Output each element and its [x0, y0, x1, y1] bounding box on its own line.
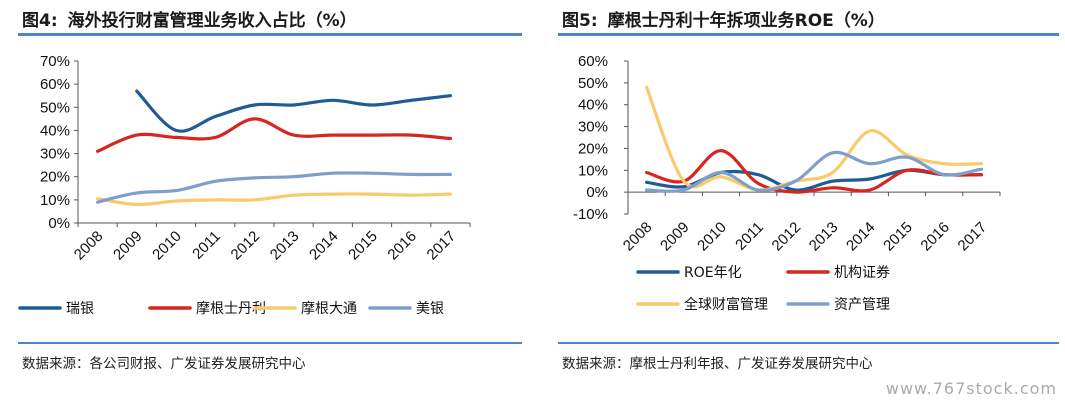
series-line-瑞银 [135, 89, 452, 133]
figure-5-number: 图5: [562, 11, 598, 31]
x-tick-label: 2008 [620, 219, 656, 255]
y-tick-label: 20% [578, 140, 608, 157]
y-tick-label: 50% [578, 75, 608, 92]
legend-label: 全球财富管理 [684, 296, 768, 313]
x-tick-label: 2015 [880, 219, 916, 255]
figure-5-panel: 图5: 摩根士丹利十年拆项业务ROE（%） -10% 0% 10% 20% 30% 40% 5… [540, 0, 1065, 402]
y-tick-label: 50% [40, 99, 70, 116]
y-tick-label: 30% [40, 146, 70, 163]
x-tick-label: 2016 [384, 228, 420, 264]
x-tick-label: 2012 [769, 219, 805, 255]
x-tick-label: 2017 [424, 228, 460, 264]
y-tick-label: 60% [578, 53, 608, 70]
series-line-全球财富管理 [645, 85, 983, 192]
legend-label: 资产管理 [834, 297, 890, 313]
y-tick-label: 30% [578, 119, 608, 136]
figure-4-title-text: 海外投行财富管理业务收入占比（%） [67, 11, 357, 31]
y-tick-label: 70% [40, 53, 70, 70]
x-tick-label: 2011 [189, 228, 224, 263]
series-line-机构证券 [645, 148, 983, 194]
legend-label: 摩根大通 [301, 300, 357, 317]
legend-label: 摩根士丹利 [196, 300, 266, 317]
series-line-摩根大通 [96, 192, 452, 207]
legend-label: ROE年化 [684, 265, 742, 281]
x-tick-label: 2010 [149, 228, 185, 264]
x-tick-label: 2009 [110, 228, 146, 264]
y-tick-label: 10% [40, 192, 70, 209]
x-tick-label: 2017 [955, 219, 991, 255]
y-tick-label: 40% [40, 122, 70, 139]
legend-label: 机构证券 [834, 265, 890, 281]
figure-5-bottom-rule [558, 342, 1059, 344]
x-tick-label: 2013 [267, 228, 303, 264]
figure-4-source: 数据来源：各公司财报、广发证券发展研究中心 [22, 356, 306, 372]
x-tick-label: 2016 [917, 219, 953, 255]
figure-5-line-chart: -10% 0% 10% 20% 30% 40% 50% 60% 2008 2009 2010 2011… [573, 53, 1001, 313]
x-tick-label: 2013 [806, 219, 842, 255]
x-tick-label: 2014 [843, 219, 879, 255]
series-line-摩根士丹利 [96, 117, 452, 153]
watermark: www.767stock.com [885, 379, 1057, 398]
figure-4-top-rule [18, 33, 522, 36]
series-line-资产管理 [645, 150, 983, 193]
y-tick-label: 40% [578, 97, 608, 114]
figure-5-title: 图5: 摩根士丹利十年拆项业务ROE（%） [562, 6, 885, 31]
x-tick-label: 2015 [345, 228, 381, 264]
figure-5-title-text: 摩根士丹利十年拆项业务ROE（%） [607, 11, 885, 31]
y-tick-label: -10% [573, 206, 608, 223]
y-tick-label: 20% [40, 169, 70, 186]
x-tick-label: 2009 [657, 219, 693, 255]
legend-label: 美银 [416, 301, 444, 317]
x-tick-label: 2010 [694, 219, 730, 255]
legend-label: 瑞银 [66, 301, 94, 317]
figure-5-top-rule [558, 33, 1059, 36]
figure-4-number: 图4: [22, 11, 58, 31]
y-tick-label: 10% [578, 162, 608, 179]
figure-5-source: 数据来源：摩根士丹利年报、广发证券发展研究中心 [562, 356, 873, 372]
figure-4-bottom-rule [18, 342, 522, 344]
figure-4-title: 图4: 海外投行财富管理业务收入占比（%） [22, 6, 357, 31]
x-tick-label: 2008 [71, 228, 107, 264]
figure-4-line-chart: 0%10%20%30%40%50%60%70%2008 2009 2010 2011 2… [18, 53, 471, 317]
series-line-美银 [96, 171, 452, 204]
x-tick-label: 2012 [228, 228, 264, 264]
x-tick-label: 2011 [732, 219, 767, 254]
figure-4-panel: 图4: 海外投行财富管理业务收入占比（%） 0% 10% 20% 30% 40% 50% 60… [0, 0, 528, 402]
y-tick-label: 0% [48, 215, 70, 232]
y-tick-label: 0% [586, 184, 608, 201]
y-tick-label: 60% [40, 76, 70, 93]
x-tick-label: 2014 [306, 228, 342, 264]
